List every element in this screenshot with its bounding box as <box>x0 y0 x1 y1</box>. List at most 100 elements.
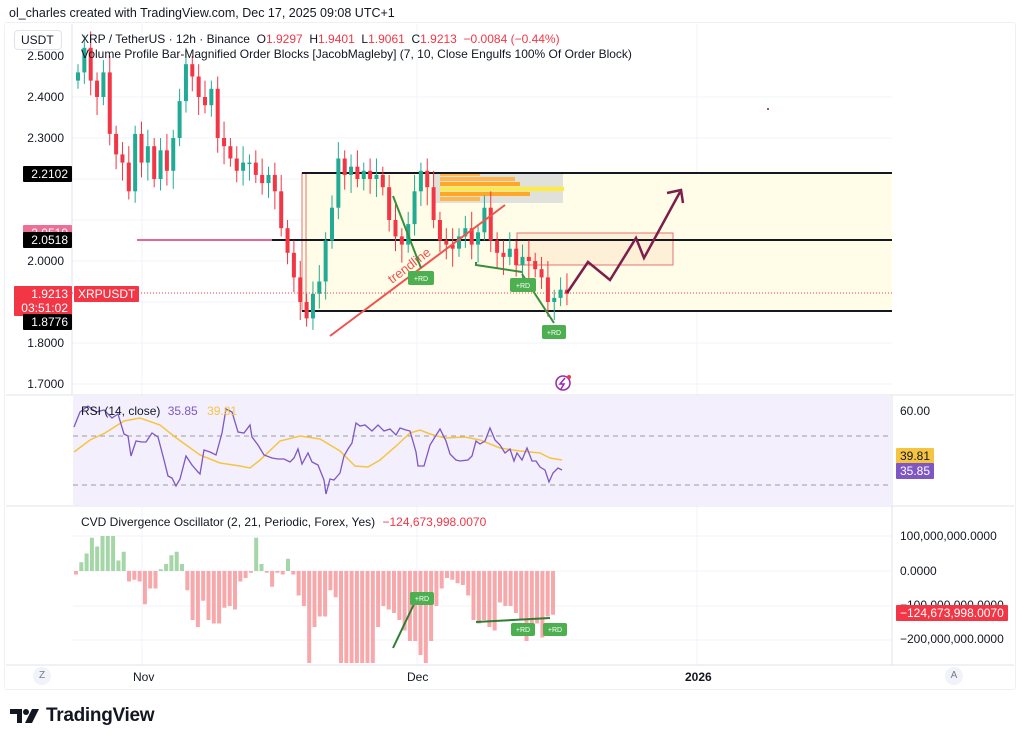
candle <box>152 146 157 179</box>
cvd-bar <box>381 571 386 606</box>
cvd-bar <box>254 537 259 571</box>
auto-scale-button[interactable]: A <box>945 667 963 685</box>
cvd-bar <box>275 571 280 573</box>
candle <box>234 158 239 171</box>
cvd-bar <box>301 571 306 606</box>
rsi-ma-label: 39.81 <box>896 448 935 464</box>
cvd-bar <box>233 571 237 610</box>
candle <box>437 220 442 241</box>
candle <box>488 207 493 241</box>
cvd-bar <box>169 555 174 571</box>
cvd-bar <box>333 571 338 598</box>
candle <box>457 236 461 249</box>
price-label-top-block: 2.2102 <box>23 166 72 182</box>
cvd-bar <box>111 536 116 571</box>
volume-profile <box>433 173 564 203</box>
cvd-bar <box>100 536 105 571</box>
trendline <box>329 204 506 337</box>
cvd-legend[interactable]: CVD Divergence Oscillator (2, 21, Period… <box>81 515 486 529</box>
candle <box>126 162 131 192</box>
candle <box>552 297 557 302</box>
candle <box>501 252 506 257</box>
candle <box>114 133 119 155</box>
cvd-bar <box>535 571 540 624</box>
cvd-bar <box>217 571 222 624</box>
indicator-legend[interactable]: Volume Profile Bar-Magnified Order Block… <box>81 47 632 61</box>
rsi-ma-line <box>73 417 563 469</box>
cvd-bar <box>349 571 354 663</box>
symbol-title[interactable]: XRP / TetherUS · 12h · Binance <box>81 32 250 46</box>
forecast-arrow <box>565 191 682 294</box>
candle <box>476 232 481 245</box>
rsi-label: 35.85 <box>896 463 935 479</box>
candle <box>183 64 188 102</box>
rsi-legend[interactable]: RSI (14, close) 35.85 39.81 <box>81 404 237 418</box>
cvd-bar <box>227 571 232 606</box>
cvd-bar <box>460 571 465 585</box>
last-price-label: 1.9213 <box>14 286 72 302</box>
candle <box>247 162 252 165</box>
cvd-bar <box>407 571 412 641</box>
cvd-bar <box>545 571 550 617</box>
cvd-bar <box>89 537 94 571</box>
cvd-bar <box>259 564 264 571</box>
bar-countdown: 03:51:02 <box>14 300 72 316</box>
candle <box>469 228 474 245</box>
close-value: 1.9213 <box>420 32 457 46</box>
cvd-title: CVD Divergence Oscillator (2, 21, Period… <box>81 515 376 529</box>
cvd-bar <box>84 553 89 571</box>
cvd-bar <box>185 571 190 591</box>
candle <box>196 76 201 97</box>
candle <box>241 162 246 171</box>
cvd-bar <box>471 571 476 620</box>
candle <box>444 240 449 245</box>
candle <box>88 47 93 81</box>
candle <box>526 256 531 261</box>
cvd-bar <box>344 571 349 663</box>
cvd-bar <box>74 571 78 575</box>
tradingview-logo-text: TradingView <box>46 705 155 726</box>
candle <box>425 170 430 188</box>
cvd-bar <box>540 571 545 638</box>
zoom-reset-button[interactable]: Z <box>33 667 51 685</box>
cvd-bar <box>551 571 555 615</box>
currency-selector[interactable]: USDT <box>14 30 62 50</box>
svg-text:+RD: +RD <box>516 283 530 290</box>
candle <box>520 256 525 266</box>
cvd-bar <box>513 571 518 613</box>
candle <box>158 150 163 179</box>
time-tick-dec: Dec <box>407 670 429 684</box>
candle <box>330 207 334 241</box>
main-gridlines <box>72 24 892 665</box>
main-legend: XRP / TetherUS · 12h · Binance O1.9297 H… <box>81 32 560 46</box>
rsi-line <box>73 405 563 495</box>
price-label-bottom-block: 1.8776 <box>23 314 72 330</box>
cvd-bar <box>482 571 487 620</box>
rd-badge: +RD <box>543 623 567 636</box>
cvd-value: −124,673,998.0070 <box>382 515 487 529</box>
cvd-bar <box>153 571 158 589</box>
lightning-icon[interactable] <box>555 375 571 391</box>
cvd-bar <box>174 551 179 571</box>
cvd-bar <box>180 564 184 571</box>
cvd-bar <box>127 571 131 582</box>
rsi-pane-bg <box>73 396 892 506</box>
cvd-bar <box>445 571 449 578</box>
candle <box>380 174 385 188</box>
candle <box>336 158 341 208</box>
candle <box>539 269 544 278</box>
candle <box>399 236 404 245</box>
cvd-bar <box>492 571 497 631</box>
rsi-value: 35.85 <box>167 404 198 418</box>
cvd-bar <box>466 571 471 596</box>
cvd-bar <box>270 571 275 587</box>
rd-badge: +RD <box>510 278 536 292</box>
cvd-bar <box>328 571 333 591</box>
price-tick: 1.7000 <box>27 377 64 391</box>
cvd-bar <box>529 571 534 634</box>
cvd-bar <box>132 571 137 580</box>
rd-badge: +RD <box>408 271 434 285</box>
price-tick: 2.0000 <box>27 254 64 268</box>
candle <box>133 133 138 192</box>
